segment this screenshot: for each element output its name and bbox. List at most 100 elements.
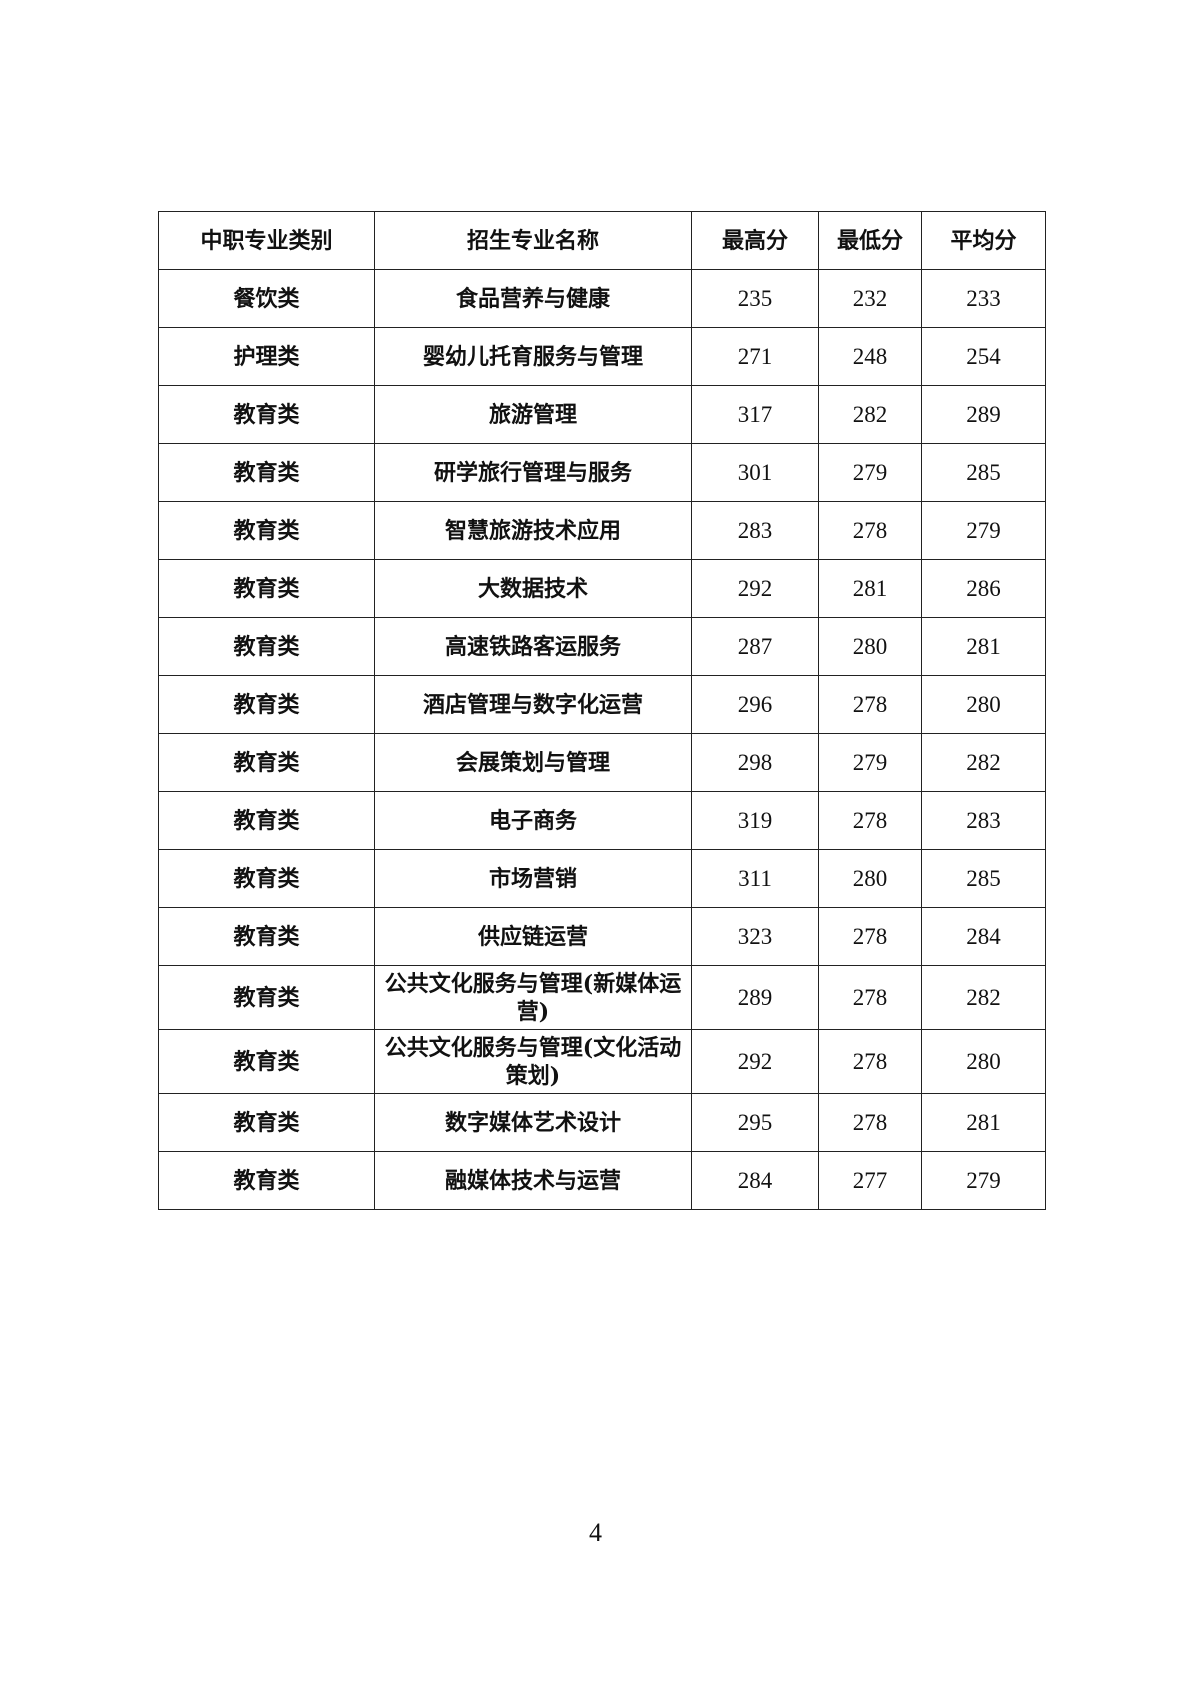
table-row: 教育类 旅游管理 317 282 289: [158, 385, 1046, 444]
max-score-cell: 317: [691, 385, 819, 444]
major-cell: 公共文化服务与管理(新媒体运营): [374, 965, 692, 1030]
max-score-cell: 283: [691, 501, 819, 560]
min-score-cell: 278: [818, 965, 922, 1030]
min-score-cell: 278: [818, 791, 922, 850]
major-cell: 旅游管理: [374, 385, 692, 444]
category-cell: 教育类: [158, 501, 375, 560]
header-avg: 平均分: [921, 211, 1046, 270]
major-cell: 电子商务: [374, 791, 692, 850]
min-score-cell: 281: [818, 559, 922, 618]
major-cell: 食品营养与健康: [374, 269, 692, 328]
avg-score-cell: 285: [921, 849, 1046, 908]
category-cell: 教育类: [158, 791, 375, 850]
table-row: 教育类 市场营销 311 280 285: [158, 849, 1046, 908]
major-cell: 智慧旅游技术应用: [374, 501, 692, 560]
table-row: 教育类 会展策划与管理 298 279 282: [158, 733, 1046, 792]
table-header-row: 中职专业类别 招生专业名称 最高分 最低分 平均分: [158, 211, 1046, 270]
page-number: 4: [589, 1518, 602, 1547]
max-score-cell: 319: [691, 791, 819, 850]
table-row: 教育类 高速铁路客运服务 287 280 281: [158, 617, 1046, 676]
table-row: 护理类 婴幼儿托育服务与管理 271 248 254: [158, 327, 1046, 386]
min-score-cell: 279: [818, 443, 922, 502]
avg-score-cell: 283: [921, 791, 1046, 850]
avg-score-cell: 282: [921, 965, 1046, 1030]
category-cell: 教育类: [158, 443, 375, 502]
max-score-cell: 235: [691, 269, 819, 328]
major-cell: 高速铁路客运服务: [374, 617, 692, 676]
max-score-cell: 292: [691, 559, 819, 618]
min-score-cell: 280: [818, 849, 922, 908]
table-row: 教育类 供应链运营 323 278 284: [158, 907, 1046, 966]
table-row: 教育类 研学旅行管理与服务 301 279 285: [158, 443, 1046, 502]
major-cell: 市场营销: [374, 849, 692, 908]
major-cell: 酒店管理与数字化运营: [374, 675, 692, 734]
min-score-cell: 232: [818, 269, 922, 328]
major-cell: 数字媒体艺术设计: [374, 1093, 692, 1152]
max-score-cell: 284: [691, 1151, 819, 1210]
max-score-cell: 298: [691, 733, 819, 792]
category-cell: 教育类: [158, 559, 375, 618]
min-score-cell: 279: [818, 733, 922, 792]
min-score-cell: 277: [818, 1151, 922, 1210]
min-score-cell: 248: [818, 327, 922, 386]
major-cell: 公共文化服务与管理(文化活动策划): [374, 1029, 692, 1094]
min-score-cell: 278: [818, 501, 922, 560]
table-row: 教育类 融媒体技术与运营 284 277 279: [158, 1151, 1046, 1210]
avg-score-cell: 280: [921, 675, 1046, 734]
max-score-cell: 292: [691, 1029, 819, 1094]
avg-score-cell: 289: [921, 385, 1046, 444]
major-cell: 婴幼儿托育服务与管理: [374, 327, 692, 386]
category-cell: 护理类: [158, 327, 375, 386]
avg-score-cell: 281: [921, 617, 1046, 676]
header-min: 最低分: [818, 211, 922, 270]
table-row: 教育类 酒店管理与数字化运营 296 278 280: [158, 675, 1046, 734]
major-cell: 大数据技术: [374, 559, 692, 618]
category-cell: 教育类: [158, 849, 375, 908]
max-score-cell: 296: [691, 675, 819, 734]
avg-score-cell: 279: [921, 1151, 1046, 1210]
avg-score-cell: 282: [921, 733, 1046, 792]
avg-score-cell: 285: [921, 443, 1046, 502]
avg-score-cell: 286: [921, 559, 1046, 618]
header-max: 最高分: [691, 211, 819, 270]
avg-score-cell: 280: [921, 1029, 1046, 1094]
major-cell: 研学旅行管理与服务: [374, 443, 692, 502]
avg-score-cell: 254: [921, 327, 1046, 386]
min-score-cell: 278: [818, 1093, 922, 1152]
table-row: 教育类 数字媒体艺术设计 295 278 281: [158, 1093, 1046, 1152]
avg-score-cell: 233: [921, 269, 1046, 328]
header-major: 招生专业名称: [374, 211, 692, 270]
max-score-cell: 271: [691, 327, 819, 386]
major-cell: 融媒体技术与运营: [374, 1151, 692, 1210]
avg-score-cell: 281: [921, 1093, 1046, 1152]
major-cell: 供应链运营: [374, 907, 692, 966]
avg-score-cell: 284: [921, 907, 1046, 966]
header-category: 中职专业类别: [158, 211, 375, 270]
category-cell: 教育类: [158, 1029, 375, 1094]
category-cell: 教育类: [158, 675, 375, 734]
max-score-cell: 287: [691, 617, 819, 676]
max-score-cell: 323: [691, 907, 819, 966]
category-cell: 教育类: [158, 1093, 375, 1152]
max-score-cell: 311: [691, 849, 819, 908]
max-score-cell: 295: [691, 1093, 819, 1152]
major-cell: 会展策划与管理: [374, 733, 692, 792]
table-row: 餐饮类 食品营养与健康 235 232 233: [158, 269, 1046, 328]
table-row: 教育类 公共文化服务与管理(文化活动策划) 292 278 280: [158, 1029, 1046, 1094]
category-cell: 教育类: [158, 733, 375, 792]
max-score-cell: 289: [691, 965, 819, 1030]
min-score-cell: 278: [818, 907, 922, 966]
score-table: 中职专业类别 招生专业名称 最高分 最低分 平均分 餐饮类 食品营养与健康 235 2…: [158, 211, 1046, 1210]
category-cell: 教育类: [158, 617, 375, 676]
table-row: 教育类 智慧旅游技术应用 283 278 279: [158, 501, 1046, 560]
min-score-cell: 282: [818, 385, 922, 444]
min-score-cell: 280: [818, 617, 922, 676]
category-cell: 餐饮类: [158, 269, 375, 328]
category-cell: 教育类: [158, 965, 375, 1030]
min-score-cell: 278: [818, 675, 922, 734]
category-cell: 教育类: [158, 1151, 375, 1210]
table-row: 教育类 公共文化服务与管理(新媒体运营) 289 278 282: [158, 965, 1046, 1030]
category-cell: 教育类: [158, 385, 375, 444]
table-row: 教育类 电子商务 319 278 283: [158, 791, 1046, 850]
min-score-cell: 278: [818, 1029, 922, 1094]
